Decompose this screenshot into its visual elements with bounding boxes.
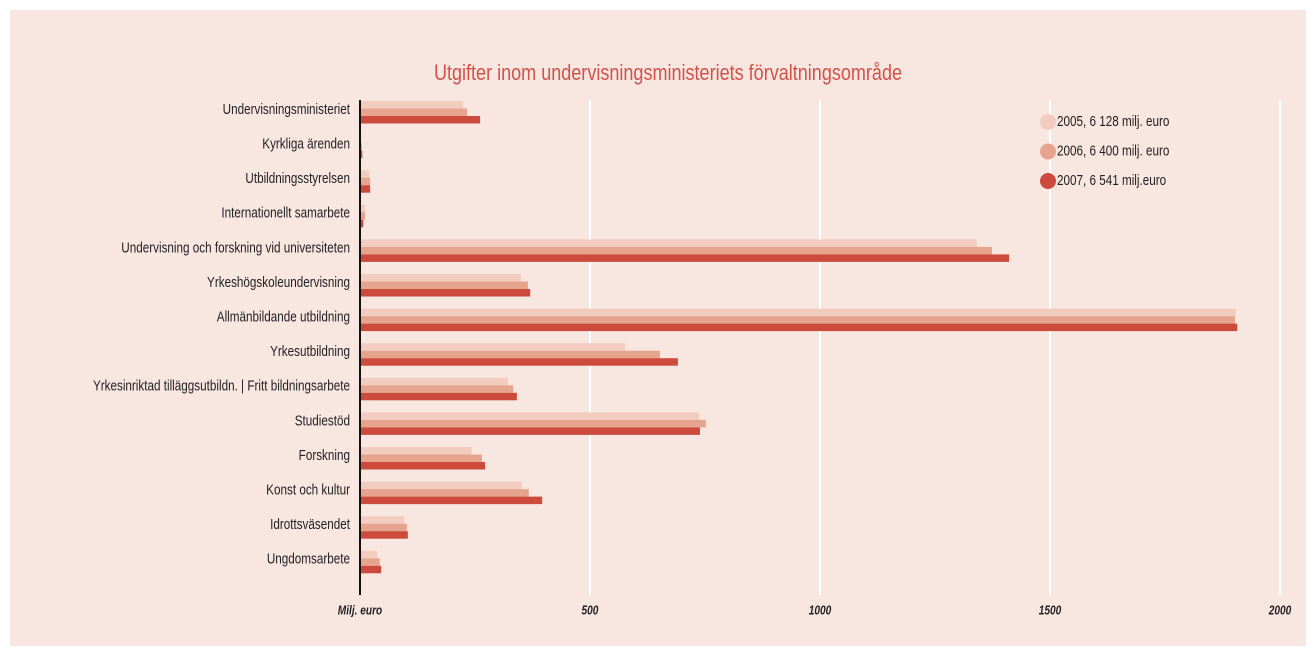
bar <box>360 531 408 539</box>
y-tick-label: Idrottsväsendet <box>270 516 350 533</box>
y-tick-label: Kyrkliga ärenden <box>262 135 350 152</box>
bar <box>360 392 517 401</box>
legend-marker <box>1040 173 1056 189</box>
bar <box>360 516 405 524</box>
bar <box>360 427 700 435</box>
bar <box>360 454 482 462</box>
bar <box>360 254 1010 262</box>
bar <box>360 565 382 574</box>
bar <box>360 350 660 359</box>
y-tick-label: Undervisningsministeriet <box>223 101 351 118</box>
x-tick-label: 1000 <box>809 603 832 617</box>
bar <box>360 358 678 366</box>
y-tick-label: Allmänbildande utbildning <box>217 308 350 325</box>
bar <box>360 523 407 532</box>
y-tick-label: Undervisning och forskning vid universit… <box>121 239 350 256</box>
bar <box>360 343 625 351</box>
bar <box>360 419 706 428</box>
bar <box>360 246 993 255</box>
bar <box>360 289 531 297</box>
bar <box>360 101 464 109</box>
bar <box>360 116 481 124</box>
bar <box>360 481 522 490</box>
bar <box>360 323 1238 332</box>
x-tick-label: 1500 <box>1039 603 1062 617</box>
y-tick-label: Ungdomsarbete <box>267 550 350 567</box>
bar <box>360 150 363 159</box>
x-tick-label: 500 <box>582 603 599 617</box>
x-tick-label: Milj. euro <box>338 603 382 617</box>
legend-label: 2007, 6 541 milj.euro <box>1057 172 1166 189</box>
y-tick-label: Forskning <box>299 447 350 464</box>
bar <box>360 496 543 505</box>
legend-label: 2006, 6 400 milj. euro <box>1057 142 1169 159</box>
bar <box>360 308 1236 317</box>
y-tick-label: Utbildningsstyrelsen <box>245 170 350 187</box>
bar <box>360 281 528 289</box>
bar <box>360 170 370 178</box>
y-tick-label: Studiestöd <box>295 412 350 429</box>
bar <box>360 558 380 566</box>
y-tick-label: Internationellt samarbete <box>221 204 350 221</box>
legend-marker <box>1040 114 1056 130</box>
bar <box>360 550 378 559</box>
bar <box>360 412 700 420</box>
bar <box>360 385 514 393</box>
chart-title: Utgifter inom undervisningsministeriets … <box>434 61 902 85</box>
bar <box>360 316 1235 324</box>
legend-marker <box>1040 143 1056 160</box>
bar <box>360 177 371 186</box>
bar <box>360 377 509 386</box>
y-tick-label: Yrkesutbildning <box>270 343 350 360</box>
bar <box>360 239 977 247</box>
bar <box>360 462 486 470</box>
bar <box>360 204 366 213</box>
bar <box>360 185 371 193</box>
y-tick-label: Yrkeshögskoleundervisning <box>207 274 350 291</box>
bar <box>360 219 364 228</box>
y-tick-label: Yrkesinriktad tilläggsutbildn. | Fritt b… <box>93 377 350 394</box>
bar <box>360 447 472 455</box>
x-tick-label: 2000 <box>1268 603 1292 617</box>
bar <box>360 212 366 220</box>
legend-label: 2005, 6 128 milj. euro <box>1057 113 1169 130</box>
y-tick-label: Konst och kultur <box>266 481 350 498</box>
bar <box>360 489 529 497</box>
bar <box>360 108 468 116</box>
bar <box>360 274 521 282</box>
